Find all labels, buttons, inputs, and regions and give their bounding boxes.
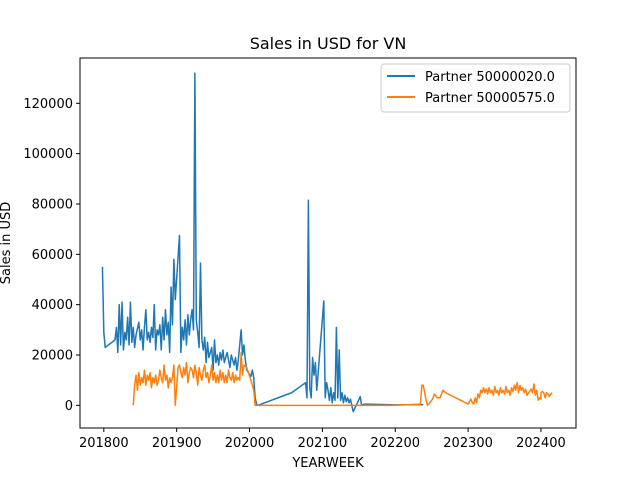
x-ticks: 201800 201900 202000 202100 202200 202300 2024… [79,428,566,451]
x-tick-label: 201900 [152,436,202,451]
x-tick-label: 202300 [443,436,493,451]
y-tick-label: 20000 [32,349,73,364]
y-ticks: 0 20000 40000 60000 80000 100000 120000 [23,97,80,414]
plot-frame [79,57,577,429]
x-axis-label: YEARWEEK [291,456,364,471]
series-layer [101,72,553,413]
y-tick-label: 100000 [23,147,73,162]
y-tick-label: 120000 [23,97,73,112]
legend-label-partner-50000020: Partner 50000020.0 [425,70,555,85]
legend-frame [380,63,571,113]
chart-title: Sales in USD for VN [250,34,407,53]
y-tick-label: 60000 [32,248,73,263]
y-tick-label: 40000 [32,298,73,313]
x-tick-label: 202100 [298,436,348,451]
y-tick-label: 0 [65,399,73,414]
series-line-partner-50000575 [132,351,553,407]
x-tick-label: 201800 [79,436,129,451]
y-axis-label: Sales in USD [0,202,14,285]
x-tick-label: 202200 [370,436,420,451]
series-line-partner-50000020 [101,72,424,413]
x-tick-label: 202400 [516,436,566,451]
y-tick-label: 80000 [32,197,73,212]
legend: Partner 50000020.0 Partner 50000575.0 [380,63,571,113]
legend-label-partner-50000575: Partner 50000575.0 [425,91,555,106]
x-tick-label: 202000 [225,436,275,451]
